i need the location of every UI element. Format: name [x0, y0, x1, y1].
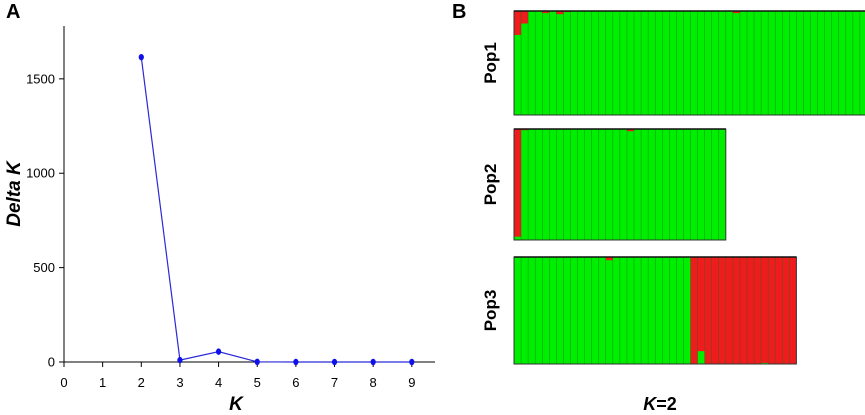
cluster1-bar [732, 11, 740, 14]
delta-k-point [138, 53, 144, 61]
delta-k-point [254, 358, 260, 366]
x-tick-label: 9 [408, 375, 415, 390]
cluster1-bar [521, 11, 529, 24]
x-tick-label: 3 [176, 375, 183, 390]
cluster1-bar [711, 257, 719, 364]
y-ticks: 0 500 1000 1500 [26, 71, 64, 370]
cluster1-bar [761, 257, 769, 363]
delta-k-panel: A 0 500 1000 1500 0 1 2 3 4 5 6 7 8 9 K Delta K [4, 1, 435, 415]
k-caption-letter: K [643, 394, 658, 414]
delta-k-points [138, 53, 415, 366]
y-tick-label: 500 [33, 260, 55, 275]
cluster1-bar [725, 257, 733, 364]
cluster1-bar [542, 11, 550, 14]
x-tick-label: 0 [60, 375, 67, 390]
delta-k-point [331, 358, 338, 366]
k-caption: K=2 [643, 394, 677, 414]
cluster1-bar [754, 257, 762, 364]
cluster1-bar [768, 257, 776, 364]
population-label: Pop3 [481, 290, 500, 332]
cluster1-bar [789, 257, 797, 364]
panel-b-letter: B [452, 1, 466, 23]
x-tick-label: 7 [331, 375, 338, 390]
delta-k-point [293, 358, 299, 366]
cluster1-bar [626, 129, 635, 132]
population-background [514, 11, 865, 115]
cluster1-bar [690, 257, 698, 364]
y-tick-label: 0 [48, 355, 55, 370]
cluster1-bar [556, 11, 564, 15]
x-ticks: 0 1 2 3 4 5 6 7 8 9 [60, 362, 415, 390]
structure-panel: B Pop1 Pop2 Pop3 K=2 [452, 1, 865, 414]
delta-k-series-line [140, 57, 412, 363]
cluster1-bar [514, 11, 522, 35]
delta-k-point [215, 348, 222, 355]
x-tick-label: 4 [215, 375, 222, 390]
population-groups: Pop1 Pop2 Pop3 [481, 10, 865, 365]
population-1: Pop1 [481, 10, 865, 116]
population-label: Pop1 [481, 42, 500, 84]
delta-k-point [177, 356, 183, 364]
y-tick-label: 1500 [26, 71, 55, 86]
x-tick-label: 1 [99, 375, 106, 390]
x-tick-label: 6 [292, 375, 299, 390]
population-label: Pop2 [481, 164, 500, 206]
y-axis-label: Delta K [4, 160, 25, 227]
cluster1-bar [739, 257, 747, 364]
x-tick-label: 5 [254, 375, 261, 390]
cluster1-bar [718, 257, 726, 364]
cluster1-bar [775, 257, 783, 364]
delta-k-point [370, 358, 376, 366]
x-axis-label: K [229, 394, 244, 415]
cluster1-bar [782, 257, 790, 364]
x-tick-label: 8 [370, 375, 377, 390]
cluster1-bar [732, 257, 740, 364]
delta-k-point [409, 358, 415, 366]
panel-a-letter: A [6, 1, 20, 23]
k-caption-value: =2 [656, 394, 677, 414]
cluster1-bar [605, 257, 613, 261]
population-2: Pop2 [481, 128, 727, 241]
y-tick-label: 1000 [26, 166, 55, 181]
cluster1-bar [746, 257, 755, 364]
cluster1-bar [697, 257, 705, 352]
cluster1-bar [514, 129, 522, 237]
population-3: Pop3 [481, 256, 797, 365]
x-tick-label: 2 [138, 375, 145, 390]
cluster1-bar [704, 257, 712, 364]
